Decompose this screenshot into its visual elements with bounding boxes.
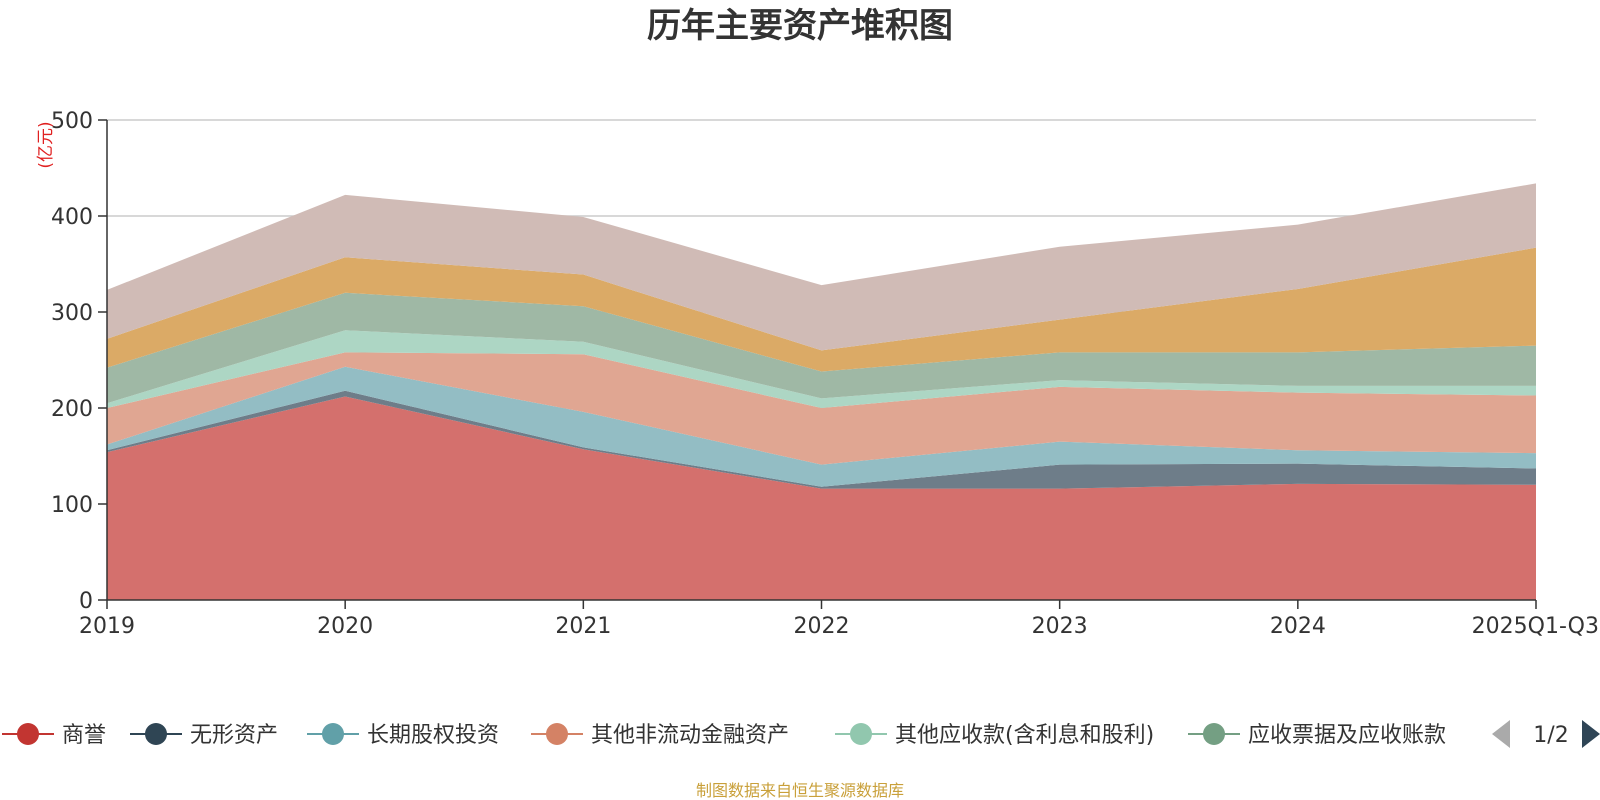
y-tick-label: 200 bbox=[51, 397, 93, 422]
pager-prev-arrow-icon[interactable] bbox=[1492, 720, 1510, 748]
y-tick-label: 100 bbox=[51, 493, 93, 518]
legend-item[interactable]: 其他非流动金融资产 bbox=[531, 723, 789, 748]
pager-label: 1/2 bbox=[1533, 723, 1568, 748]
y-axis-unit-label: (亿元) bbox=[36, 121, 56, 168]
pager-next-arrow-icon[interactable] bbox=[1582, 720, 1600, 748]
area-series-2 bbox=[107, 366, 1536, 487]
legend-label: 商誉 bbox=[62, 723, 106, 748]
legend-marker-icon bbox=[546, 723, 568, 745]
axes: 0 100 200 300 400 500 2019 2020 2021 2022 2023 2024… bbox=[51, 109, 1599, 639]
area-series-5 bbox=[107, 292, 1536, 404]
legend-item[interactable]: 无形资产 bbox=[130, 723, 278, 748]
x-tick-label: 2021 bbox=[555, 614, 611, 639]
x-tick-label: 2023 bbox=[1032, 614, 1088, 639]
x-tick-label: 2020 bbox=[317, 614, 373, 639]
legend-label: 应收票据及应收账款 bbox=[1248, 723, 1446, 748]
y-tick-label: 400 bbox=[51, 205, 93, 230]
legend-label: 其他应收款(含利息和股利) bbox=[895, 723, 1154, 748]
area-series-6 bbox=[107, 247, 1536, 372]
legend-label: 其他非流动金融资产 bbox=[591, 723, 789, 748]
legend: 商誉 无形资产 长期股权投资 其他非流动金融资产 其他应收款(含利息和股利) 应收票据及应… bbox=[2, 723, 1446, 748]
data-source-note: 制图数据来自恒生聚源数据库 bbox=[696, 781, 904, 800]
area-series-0 bbox=[107, 396, 1536, 600]
x-tick-label: 2022 bbox=[794, 614, 850, 639]
legend-marker-icon bbox=[145, 723, 167, 745]
legend-item[interactable]: 应收票据及应收账款 bbox=[1188, 723, 1446, 748]
y-tick-label: 500 bbox=[51, 109, 93, 134]
x-tick-label: 2024 bbox=[1270, 614, 1326, 639]
legend-item[interactable]: 长期股权投资 bbox=[307, 723, 499, 748]
legend-marker-icon bbox=[1203, 723, 1225, 745]
legend-marker-icon bbox=[322, 723, 344, 745]
y-tick-label: 0 bbox=[79, 589, 93, 614]
legend-pager: 1/2 bbox=[1492, 720, 1600, 748]
x-tick-label: 2019 bbox=[79, 614, 135, 639]
area-series-group bbox=[107, 183, 1536, 600]
area-series-3 bbox=[107, 352, 1536, 465]
legend-item[interactable]: 其他应收款(含利息和股利) bbox=[835, 723, 1154, 748]
legend-label: 无形资产 bbox=[190, 723, 278, 748]
area-series-4 bbox=[107, 330, 1536, 408]
legend-marker-icon bbox=[17, 723, 39, 745]
x-tick-label: 2025Q1-Q3 bbox=[1472, 614, 1599, 639]
legend-item[interactable]: 商誉 bbox=[2, 723, 106, 748]
legend-marker-icon bbox=[850, 723, 872, 745]
legend-label: 长期股权投资 bbox=[367, 723, 499, 748]
y-tick-label: 300 bbox=[51, 301, 93, 326]
area-series-7 bbox=[107, 183, 1536, 351]
chart-title: 历年主要资产堆积图 bbox=[647, 6, 953, 46]
